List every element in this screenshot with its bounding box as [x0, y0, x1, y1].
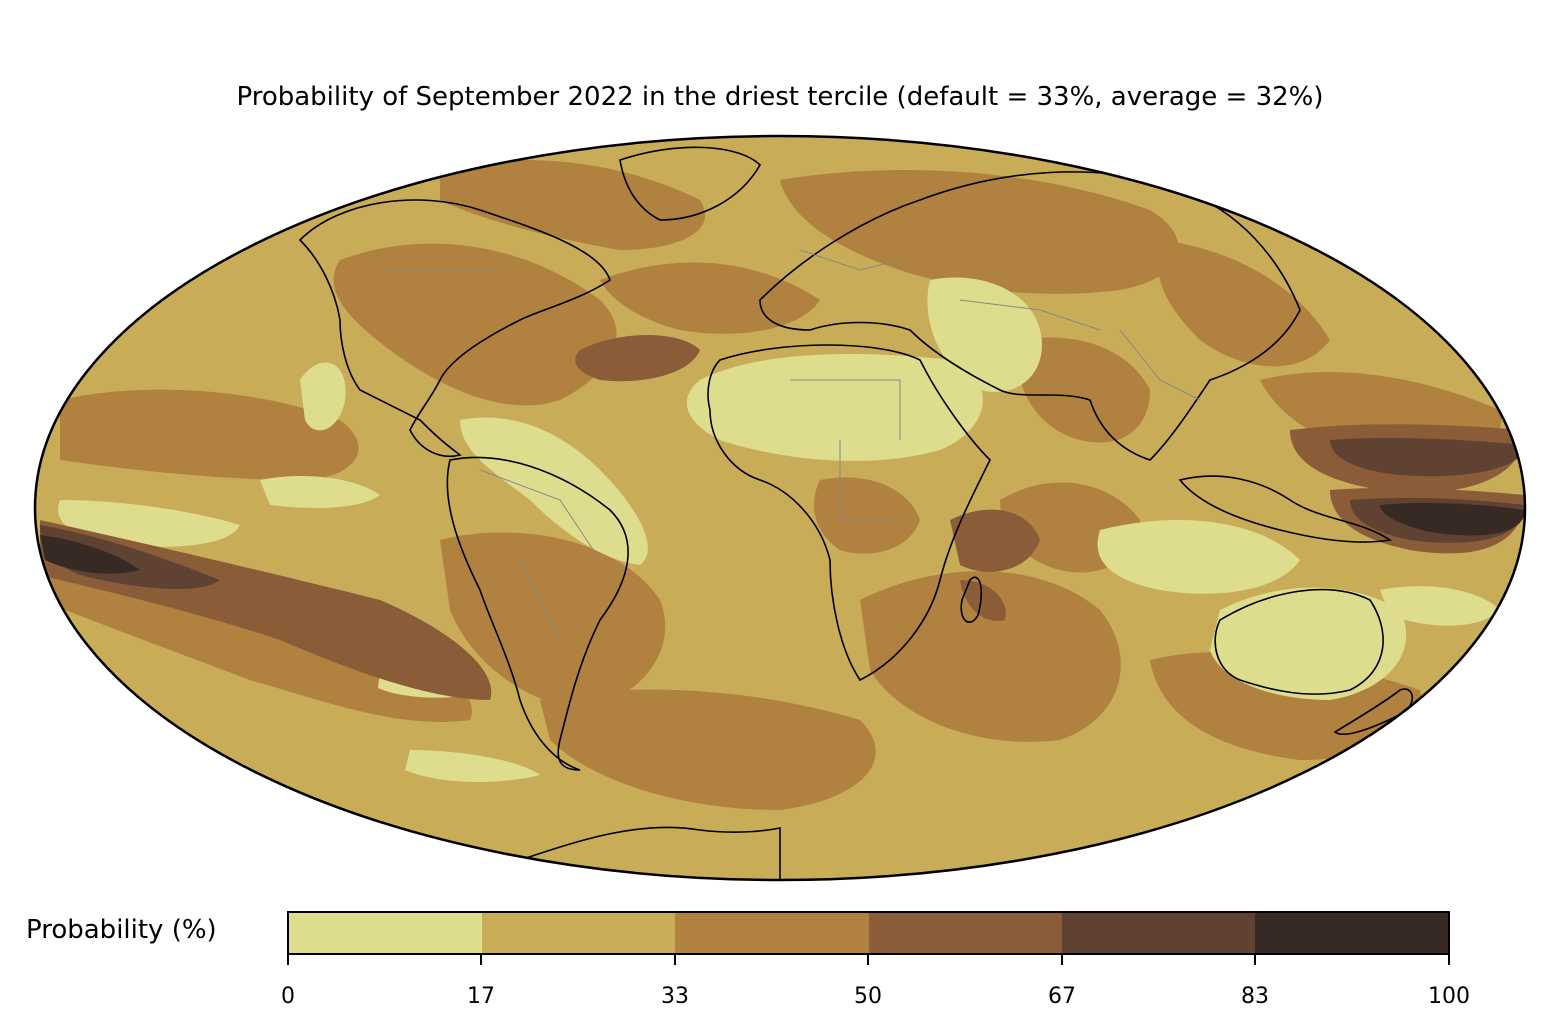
- colorbar-tick-label: 17: [467, 984, 495, 1009]
- colorbar-tick: [1254, 955, 1256, 965]
- colorbar-segment-67-83: [1061, 913, 1255, 953]
- colorbar-segment-17-33: [482, 913, 676, 953]
- colorbar-tick-label: 67: [1048, 984, 1076, 1009]
- band-83-100: [40, 502, 1525, 574]
- country-borders: [380, 249, 1201, 641]
- colorbar-segment-83-100: [1254, 913, 1449, 953]
- eurasia-coast: [759, 171, 1301, 461]
- colorbar-tick: [867, 955, 869, 965]
- new-zealand-coast: [1333, 688, 1414, 735]
- colorbar-segment-0-17: [289, 913, 483, 953]
- south-america-coast: [446, 456, 629, 771]
- colorbar-tick-label: 100: [1428, 984, 1470, 1009]
- antarctica-coast: [519, 826, 781, 880]
- colorbar-tick: [480, 955, 482, 965]
- colorbar-tick-label: 0: [281, 984, 295, 1009]
- colorbar-tick: [1448, 955, 1450, 965]
- madagascar-coast: [960, 576, 982, 623]
- africa-coast: [707, 344, 991, 682]
- colorbar-label: Probability (%): [26, 915, 217, 945]
- australia-coast: [1214, 588, 1384, 695]
- colorbar-tick: [1061, 955, 1063, 965]
- colorbar-tick-label: 33: [661, 984, 689, 1009]
- colorbar: [287, 911, 1450, 955]
- probability-field: [35, 136, 1525, 880]
- colorbar-tick: [674, 955, 676, 965]
- coastlines: [298, 146, 1414, 880]
- band-0-17: [58, 277, 1500, 782]
- colorbar-tick: [287, 955, 289, 965]
- colorbar-segment-50-67: [868, 913, 1062, 953]
- colorbar-tick-label: 83: [1241, 984, 1269, 1009]
- colorbar-tick-label: 50: [854, 984, 882, 1009]
- band-33-50: [40, 160, 1502, 810]
- chart-title: Probability of September 2022 in the dri…: [236, 82, 1324, 112]
- greenland-coast: [619, 146, 761, 221]
- north-america-coast: [298, 199, 611, 457]
- colorbar-segment-33-50: [675, 913, 869, 953]
- indonesia-coast: [1178, 475, 1393, 543]
- globe-outline: [33, 134, 1527, 882]
